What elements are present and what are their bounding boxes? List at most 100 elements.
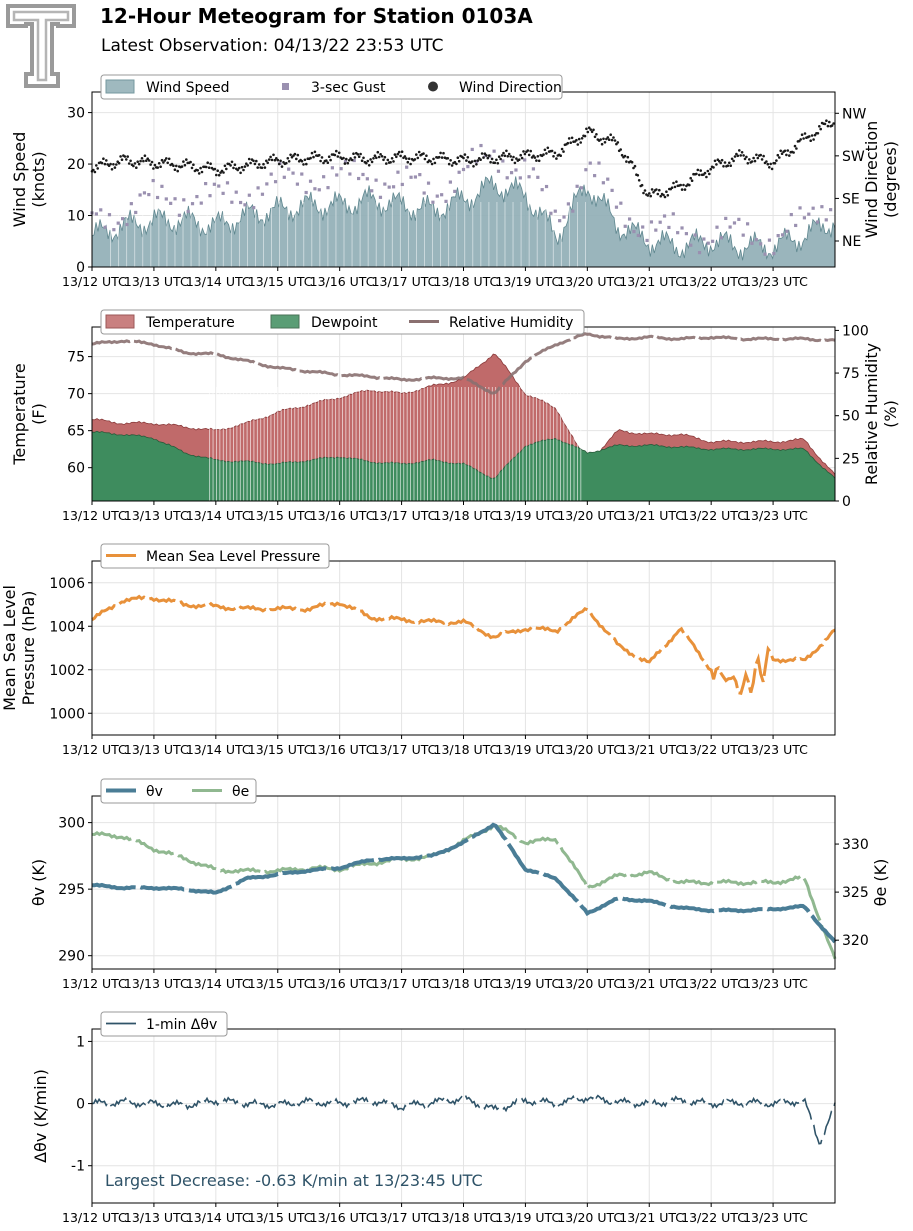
wind-direction-point: [800, 133, 804, 136]
wind-direction-point: [216, 169, 219, 172]
y2-tick-label: NW: [842, 106, 866, 122]
x-tick-label: 13/15 UTC: [248, 508, 313, 523]
wind-direction-point: [405, 157, 408, 160]
legend-label: Relative Humidity: [449, 315, 573, 331]
wind-direction-point: [123, 155, 127, 158]
legend-swatch: [270, 314, 300, 329]
wind-direction-point: [167, 157, 171, 161]
gust-point: [391, 185, 396, 189]
gust-point: [697, 251, 702, 255]
wind-direction-point: [232, 166, 235, 170]
x-tick-label: 13/12 UTC: [62, 274, 127, 289]
wind-direction-point: [205, 165, 208, 169]
wind-direction-point: [287, 160, 291, 163]
y-tick-label: 1: [76, 1034, 85, 1050]
wind-direction-point: [755, 153, 758, 157]
x-tick-label: 13/15 UTC: [248, 274, 313, 289]
y2-tick-label: 50: [842, 409, 860, 425]
wind-direction-point: [457, 159, 461, 163]
wind-direction-point: [507, 152, 511, 156]
wind-direction-point: [698, 173, 701, 177]
wind-direction-point: [416, 156, 420, 160]
gust-point: [741, 233, 745, 237]
wind-direction-point: [496, 162, 500, 165]
y-tick-label: 20: [67, 157, 85, 173]
wind-direction-point: [600, 142, 604, 146]
gust-point: [435, 194, 439, 198]
wind-direction-point: [230, 160, 234, 164]
wind-direction-point: [479, 158, 482, 161]
wind-direction-point: [473, 159, 477, 163]
wind-direction-point: [336, 155, 340, 158]
wind-direction-point: [157, 162, 161, 165]
wind-direction-point: [190, 166, 194, 170]
wind-direction-point: [395, 155, 398, 159]
gust-point: [103, 225, 107, 229]
wind-direction-point: [680, 188, 684, 191]
y2-tick-label: 100: [842, 323, 869, 339]
gust-point: [531, 167, 536, 171]
x-tick-label: 13/20 UTC: [557, 1210, 622, 1225]
wind-direction-point: [607, 138, 611, 141]
wind-direction-point: [603, 141, 607, 144]
x-tick-label: 13/19 UTC: [495, 274, 560, 289]
wind-direction-point: [415, 153, 418, 156]
wind-direction-point: [376, 150, 380, 154]
wind-direction-point: [497, 155, 501, 158]
gust-point: [287, 167, 291, 171]
wind-direction-point: [768, 166, 771, 169]
wind-direction-point: [476, 159, 480, 162]
gust-point: [413, 175, 418, 179]
wind-direction-point: [403, 155, 407, 158]
wind-direction-point: [209, 162, 212, 165]
wind-direction-point: [577, 137, 581, 141]
wind-direction-point: [396, 152, 400, 156]
wind-direction-point: [257, 163, 261, 166]
wind-direction-point: [103, 162, 107, 166]
gust-point: [147, 192, 151, 197]
gust-point: [750, 241, 754, 245]
wind-direction-point: [779, 149, 782, 153]
y-tick-label: 0: [76, 1097, 85, 1113]
gust-point: [776, 234, 780, 238]
wind-direction-point: [487, 154, 491, 157]
wind-direction-point: [648, 192, 651, 195]
wind-direction-point: [830, 124, 834, 127]
wind-direction-point: [585, 127, 588, 131]
y-tick-label: 0: [76, 260, 85, 276]
wind-direction-point: [750, 160, 754, 163]
x-tick-label: 13/16 UTC: [310, 274, 375, 289]
wind-direction-point: [400, 150, 404, 153]
gust-point: [116, 221, 120, 225]
wind-direction-point: [546, 146, 550, 150]
wind-direction-point: [746, 162, 750, 165]
wind-direction-point: [243, 165, 247, 168]
wind-direction-point: [300, 159, 304, 163]
wind-direction-point: [463, 153, 467, 156]
wind-direction-point: [553, 151, 557, 155]
wind-direction-point: [527, 153, 531, 157]
wind-direction-point: [360, 159, 364, 162]
wind-direction-point: [587, 126, 591, 129]
wind-direction-point: [762, 154, 765, 158]
wind-direction-point: [699, 169, 702, 172]
wind-direction-point: [140, 157, 144, 160]
gust-point: [759, 242, 763, 246]
wind-direction-point: [580, 137, 584, 140]
x-tick-label: 13/19 UTC: [495, 976, 560, 991]
wind-direction-point: [642, 191, 645, 195]
x-tick-label: 13/17 UTC: [372, 508, 437, 523]
x-tick-label: 13/17 UTC: [372, 976, 437, 991]
wind-direction-point: [305, 162, 308, 166]
wind-direction-point: [589, 128, 592, 131]
gust-point: [422, 191, 426, 195]
x-tick-label: 13/17 UTC: [372, 742, 437, 757]
y-axis-label: θe (K): [871, 859, 890, 907]
wind-direction-point: [665, 190, 668, 193]
wind-direction-point: [625, 160, 628, 163]
wind-direction-point: [470, 160, 474, 163]
x-tick-label: 13/23 UTC: [743, 508, 808, 523]
